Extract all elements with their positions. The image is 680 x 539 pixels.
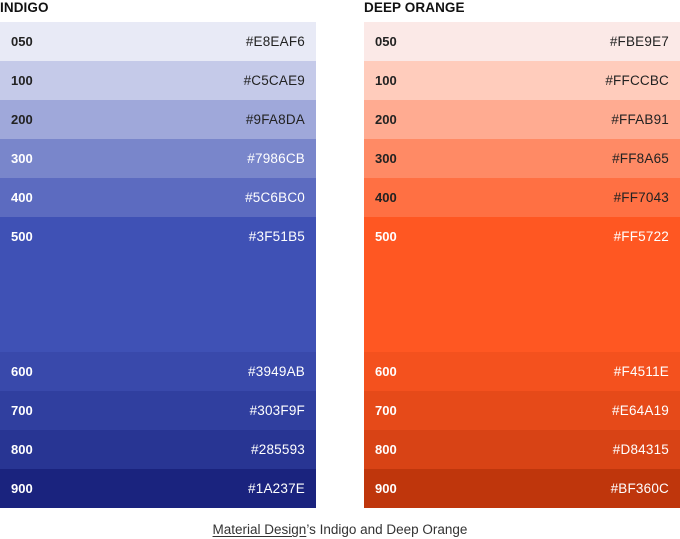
color-swatch: 400 #FF7043 [364, 178, 680, 217]
color-swatch: 800 #285593 [0, 430, 316, 469]
swatch-hex-code: #D84315 [612, 442, 669, 457]
swatch-hex-code: #5C6BC0 [245, 190, 305, 205]
swatch-shade-label: 900 [11, 481, 33, 496]
swatch-shade-label: 050 [11, 34, 33, 49]
color-swatch: 600 #F4511E [364, 352, 680, 391]
swatch-shade-label: 400 [375, 190, 397, 205]
swatch-shade-label: 600 [11, 364, 33, 379]
color-swatch: 500 #3F51B5 [0, 217, 316, 352]
palette-title: DEEP ORANGE [364, 0, 465, 15]
swatch-hex-code: #FBE9E7 [609, 34, 669, 49]
swatch-hex-code: #FFCCBC [605, 73, 669, 88]
color-swatch: 200 #FFAB91 [364, 100, 680, 139]
swatch-hex-code: #FFAB91 [611, 112, 669, 127]
color-swatch: 900 #BF360C [364, 469, 680, 508]
swatch-shade-label: 100 [11, 73, 33, 88]
color-swatch: 200 #9FA8DA [0, 100, 316, 139]
swatch-shade-label: 100 [375, 73, 397, 88]
color-swatch: 600 #3949AB [0, 352, 316, 391]
swatch-shade-label: 800 [11, 442, 33, 457]
swatch-shade-label: 400 [11, 190, 33, 205]
swatch-shade-label: 500 [375, 229, 397, 244]
swatch-hex-code: #7986CB [247, 151, 305, 166]
swatch-shade-label: 200 [11, 112, 33, 127]
swatch-shade-label: 500 [11, 229, 33, 244]
swatch-hex-code: #E64A19 [612, 403, 669, 418]
color-swatch: 900 #1A237E [0, 469, 316, 508]
figure-caption: Material Design’s Indigo and Deep Orange [0, 522, 680, 537]
swatch-shade-label: 300 [11, 151, 33, 166]
swatch-hex-code: #FF8A65 [612, 151, 669, 166]
color-swatch: 300 #7986CB [0, 139, 316, 178]
swatch-hex-code: #1A237E [248, 481, 305, 496]
swatch-shade-label: 050 [375, 34, 397, 49]
swatch-hex-code: #BF360C [610, 481, 669, 496]
swatch-list: 050 #FBE9E7 100 #FFCCBC 200 #FFAB91 300 #FF8A65… [364, 22, 680, 508]
color-swatch: 700 #E64A19 [364, 391, 680, 430]
color-swatch: 800 #D84315 [364, 430, 680, 469]
swatch-hex-code: #285593 [251, 442, 305, 457]
swatch-hex-code: #303F9F [249, 403, 305, 418]
color-swatch: 050 #E8EAF6 [0, 22, 316, 61]
swatch-shade-label: 900 [375, 481, 397, 496]
swatch-hex-code: #C5CAE9 [243, 73, 305, 88]
color-swatch: 100 #FFCCBC [364, 61, 680, 100]
swatch-list: 050 #E8EAF6 100 #C5CAE9 200 #9FA8DA 300 #7986CB… [0, 22, 316, 508]
swatch-shade-label: 800 [375, 442, 397, 457]
color-swatch: 500 #FF5722 [364, 217, 680, 352]
swatch-hex-code: #3F51B5 [248, 229, 305, 244]
indigo-palette: INDIGO 050 #E8EAF6 100 #C5CAE9 200 #9FA8DA 300… [0, 0, 316, 508]
color-swatch: 100 #C5CAE9 [0, 61, 316, 100]
deep-orange-palette: DEEP ORANGE 050 #FBE9E7 100 #FFCCBC 200 #FFAB… [364, 0, 680, 508]
material-design-link[interactable]: Material Design [212, 522, 307, 537]
swatch-shade-label: 600 [375, 364, 397, 379]
swatch-hex-code: #F4511E [613, 364, 669, 379]
swatch-shade-label: 200 [375, 112, 397, 127]
palette-title: INDIGO [0, 0, 49, 15]
caption-text: ’s Indigo and Deep Orange [306, 522, 468, 537]
swatch-hex-code: #FF5722 [613, 229, 669, 244]
swatch-hex-code: #3949AB [248, 364, 305, 379]
swatch-hex-code: #E8EAF6 [245, 34, 305, 49]
swatch-shade-label: 300 [375, 151, 397, 166]
swatch-hex-code: #9FA8DA [245, 112, 305, 127]
color-swatch: 700 #303F9F [0, 391, 316, 430]
swatch-shade-label: 700 [375, 403, 397, 418]
swatch-shade-label: 700 [11, 403, 33, 418]
color-swatch: 300 #FF8A65 [364, 139, 680, 178]
swatch-hex-code: #FF7043 [613, 190, 669, 205]
color-swatch: 400 #5C6BC0 [0, 178, 316, 217]
color-swatch: 050 #FBE9E7 [364, 22, 680, 61]
